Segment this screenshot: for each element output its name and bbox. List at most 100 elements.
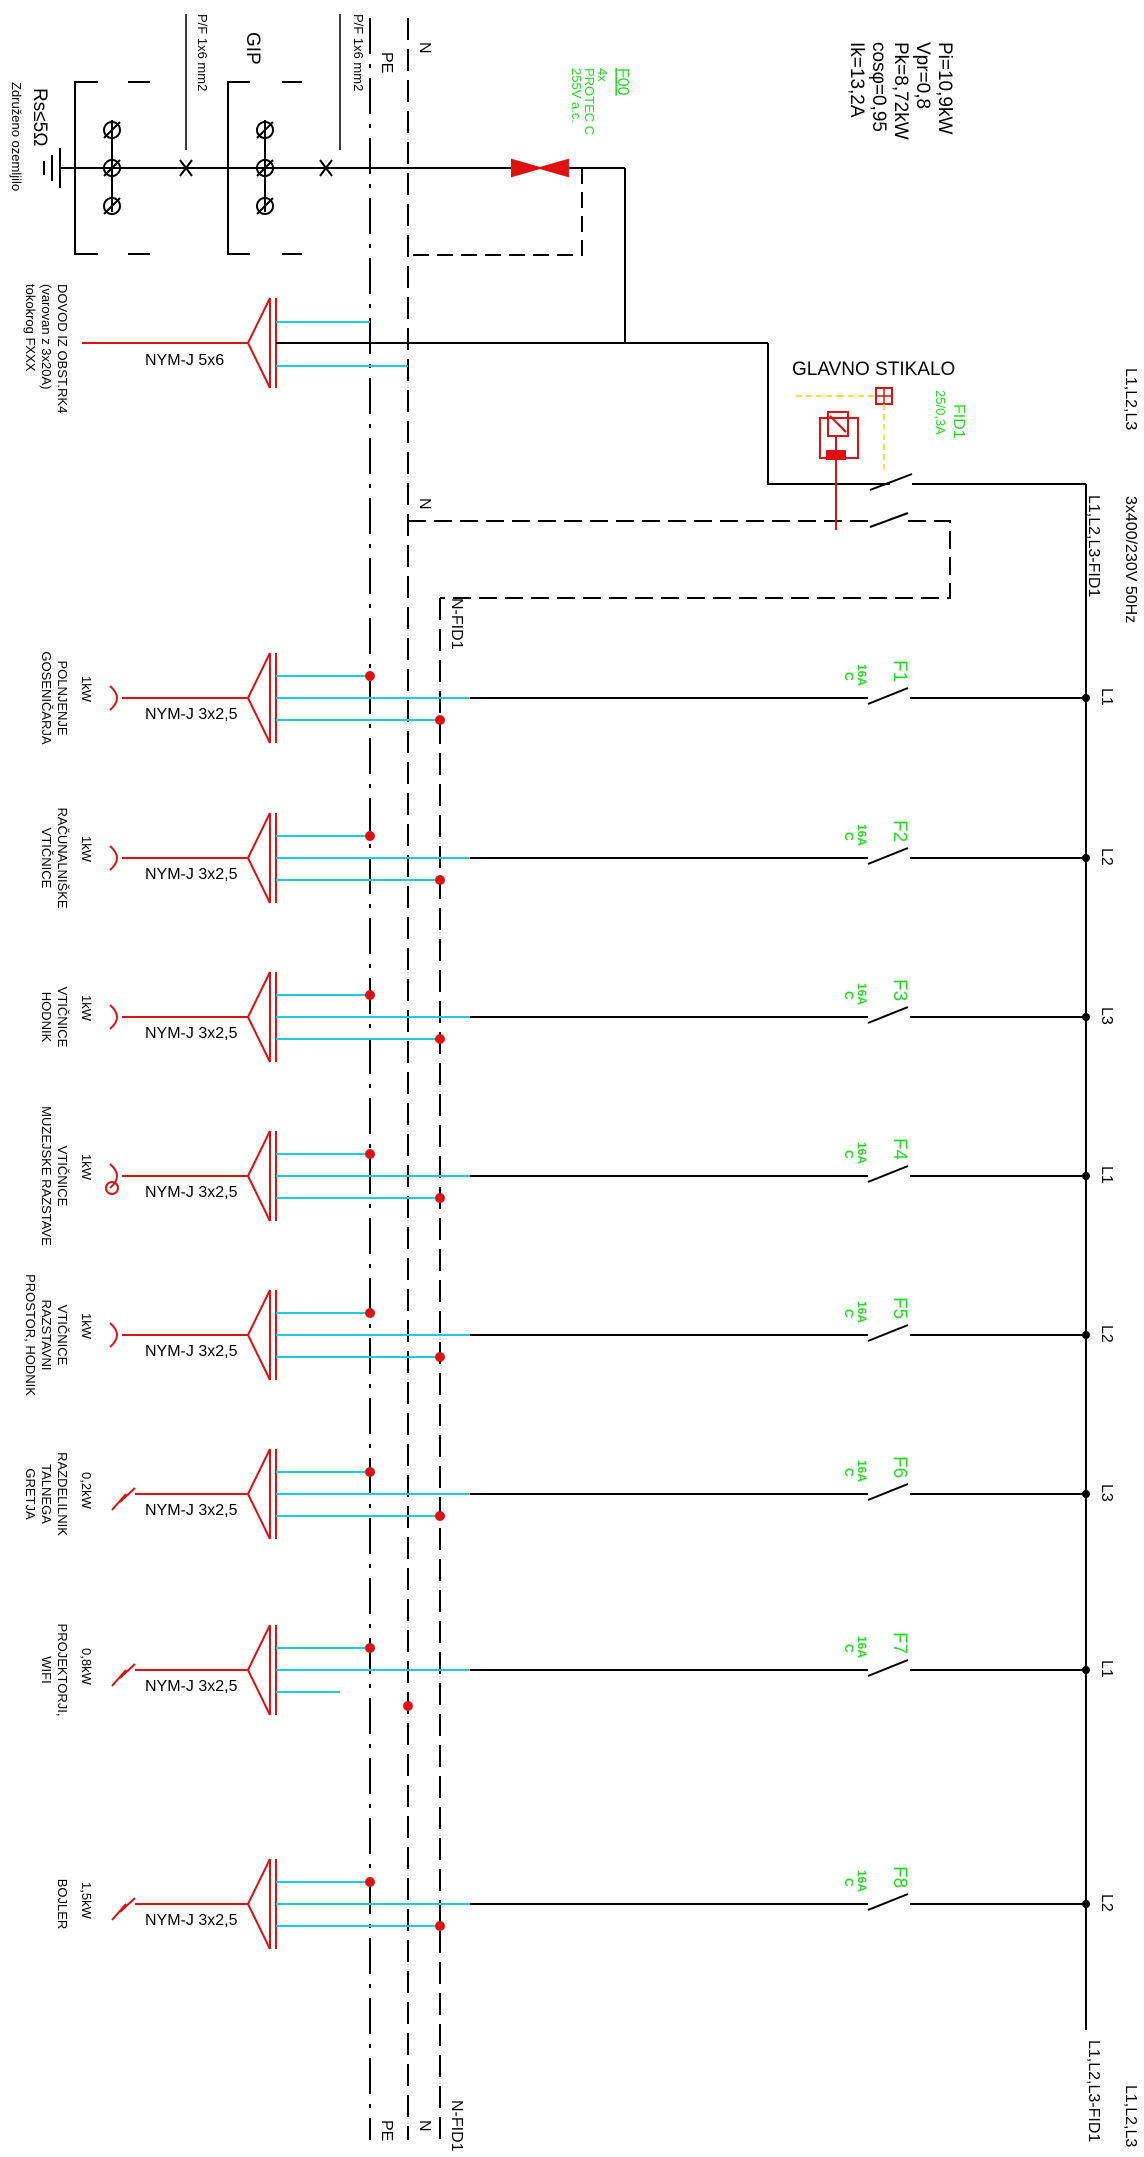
breaker-id: F4 (889, 1138, 910, 1161)
load-description: PROSTOR, HODNIK (23, 1274, 38, 1396)
rcd-bus-top-label: L1,L2,L3-FID1 (1085, 495, 1102, 597)
cable-fork-icon (247, 1130, 277, 1222)
surge-rating: 255V a.c. (569, 68, 584, 123)
n-junction-node (435, 715, 445, 725)
bus-junction-node (1082, 1490, 1090, 1498)
socket-icon (109, 1163, 135, 1189)
load-description: RAČUNALNIŠKE (55, 807, 70, 908)
phase-label: L1 (1098, 688, 1115, 706)
breaker-curve: C (842, 1878, 856, 1887)
surge-type: PROTEC C (582, 68, 597, 135)
rcd-contact-icon (869, 512, 909, 528)
breaker-contact-icon (867, 1893, 909, 1911)
breaker-rating: 16A (855, 1636, 869, 1658)
load-power: 0,8kW (79, 1648, 94, 1686)
load-power: 1kW (79, 676, 94, 703)
breaker-contact-icon (867, 1165, 909, 1183)
surge-qty: 4x (595, 68, 610, 82)
load-description: VTIČNICE (39, 828, 54, 889)
n-label-bottom: N (416, 2120, 433, 2132)
breaker-curve: C (842, 1150, 856, 1159)
peak-power: Pk=8,72kW (890, 42, 911, 140)
n-junction-node (435, 1193, 445, 1203)
cable-label: NYM-J 3x2,5 (145, 706, 238, 723)
installed-power: Pi=10,9kW (934, 42, 955, 134)
terminal-icon (103, 121, 333, 215)
pe-junction-node (365, 671, 375, 681)
bus-junction-node (1082, 1172, 1090, 1180)
direct-load-icon (111, 1897, 136, 1921)
load-description: POLNJENJE (55, 660, 70, 735)
load-description: MUZEJSKE RAZSTAVE (39, 1106, 54, 1246)
pe-label-bottom: PE (378, 2120, 395, 2141)
feeder-desc-2: (varovan z 3x20A) (39, 284, 54, 390)
breaker-gap (868, 1901, 910, 1907)
main-bus-voltage: 3x400/230V 50Hz (1122, 496, 1139, 623)
surge-arrester-icon (511, 158, 569, 178)
incoming-feeder: NYM-J 5x6 DOVOD IZ OBST.RK4 (varovan z 3… (23, 284, 768, 413)
cable-fork-icon (247, 812, 277, 904)
cable-fork-icon (247, 1858, 277, 1950)
phase-label: L1 (1098, 1166, 1115, 1184)
bus-junction-node (1082, 854, 1090, 862)
main-bus-bottom-label: L1,L2,L3 (1122, 2085, 1139, 2147)
breaker-contact-icon (867, 1483, 909, 1501)
load-power: 0,2kW (79, 1472, 94, 1510)
pe-junction-node (365, 1467, 375, 1477)
cable-fork-icon (247, 971, 277, 1063)
main-switch-feed (767, 343, 890, 485)
phase-label: L1 (1098, 1660, 1115, 1678)
load-description: BOJLER (55, 1879, 70, 1930)
cable-fork-icon (247, 1624, 277, 1716)
breaker-gap (868, 1173, 910, 1179)
earth-note-label: Združeno ozemljilo (9, 82, 24, 191)
breaker-curve: C (842, 1644, 856, 1653)
pf-cable-left-label: P/F 1x6 mm2 (195, 14, 210, 91)
phase-label: L2 (1098, 1894, 1115, 1912)
pe-junction-node (365, 831, 375, 841)
feeder-desc-3: tokokrog FXXX (23, 284, 38, 372)
pf-cable-right-label: P/F 1x6 mm2 (351, 14, 366, 91)
load-description: GRETJA (23, 1468, 38, 1520)
cable-fork-icon (247, 652, 277, 744)
rcd-n-loop (408, 520, 951, 599)
load-description: VTIČNICE (55, 987, 70, 1048)
pe-junction-node (365, 1643, 375, 1653)
socket-icon (109, 845, 135, 871)
simultaneity-factor: Vpr=0,8 (912, 42, 933, 109)
breaker-contact-icon (867, 1324, 909, 1342)
surge-protector: F00 4x PROTEC C 255V a.c. (370, 68, 631, 343)
load-power: 1kW (79, 1313, 94, 1340)
breaker-gap (868, 1667, 910, 1673)
feeder-desc-1: DOVOD IZ OBST.RK4 (55, 284, 70, 413)
breaker-contact-icon (867, 687, 909, 705)
load-power: 1kW (79, 836, 94, 863)
breaker-contact-icon (867, 1006, 909, 1024)
phase-label: L3 (1098, 1484, 1115, 1502)
n-label-top: N (416, 42, 433, 54)
breaker-gap (868, 1014, 910, 1020)
socket-icon (109, 1004, 135, 1030)
load-description: VTIČNICE (55, 1146, 70, 1207)
rcd-rating: 25/0,3A (933, 390, 948, 435)
phase-label: L2 (1098, 1325, 1115, 1343)
direct-load-icon (111, 1487, 136, 1511)
pe-junction-node (365, 1149, 375, 1159)
load-power: 1kW (79, 1154, 94, 1181)
pe-label-top: PE (378, 52, 395, 73)
load-description: GOSENIČARJA (39, 651, 54, 745)
breaker-id: F3 (889, 979, 910, 1001)
breaker-rating: 16A (855, 664, 869, 686)
load-description: RAZSTAVNI (39, 1299, 54, 1370)
pe-junction-node (365, 990, 375, 1000)
n-junction-node (403, 1701, 413, 1711)
bus-junction-node (1082, 1666, 1090, 1674)
earth-ground-icon (43, 148, 61, 188)
cable-label: NYM-J 3x2,5 (145, 1502, 238, 1519)
